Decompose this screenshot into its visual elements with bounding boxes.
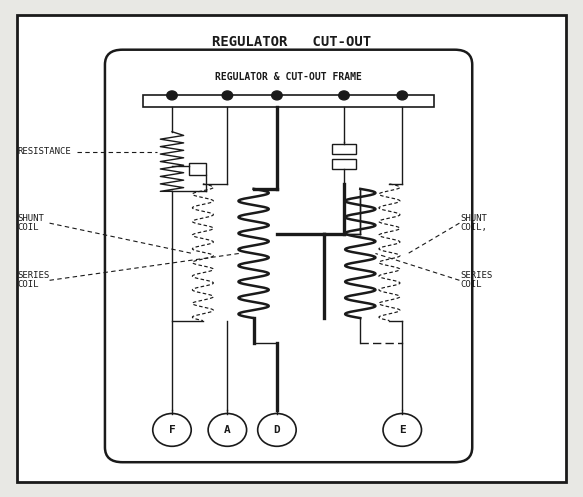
Text: COIL: COIL <box>17 280 39 289</box>
Text: SERIES: SERIES <box>461 271 493 280</box>
Bar <box>143 95 434 107</box>
Text: COIL,: COIL, <box>461 223 487 232</box>
Bar <box>332 144 356 154</box>
Text: RESISTANCE: RESISTANCE <box>17 147 71 156</box>
Bar <box>189 163 206 175</box>
Text: COIL: COIL <box>461 280 482 289</box>
Text: SHUNT: SHUNT <box>17 214 44 223</box>
Circle shape <box>339 91 349 100</box>
Circle shape <box>383 414 422 446</box>
Text: E: E <box>399 425 406 435</box>
Text: REGULATOR   CUT-OUT: REGULATOR CUT-OUT <box>212 35 371 49</box>
Text: A: A <box>224 425 231 435</box>
Bar <box>332 159 356 169</box>
FancyBboxPatch shape <box>105 50 472 462</box>
Text: COIL: COIL <box>17 223 39 232</box>
Text: D: D <box>273 425 280 435</box>
Circle shape <box>397 91 408 100</box>
FancyBboxPatch shape <box>17 15 566 482</box>
Circle shape <box>153 414 191 446</box>
Text: REGULATOR & CUT-OUT FRAME: REGULATOR & CUT-OUT FRAME <box>215 72 362 82</box>
Circle shape <box>272 91 282 100</box>
Circle shape <box>222 91 233 100</box>
Circle shape <box>258 414 296 446</box>
Text: SERIES: SERIES <box>17 271 50 280</box>
Circle shape <box>167 91 177 100</box>
Text: F: F <box>168 425 175 435</box>
Text: SHUNT: SHUNT <box>461 214 487 223</box>
Circle shape <box>208 414 247 446</box>
